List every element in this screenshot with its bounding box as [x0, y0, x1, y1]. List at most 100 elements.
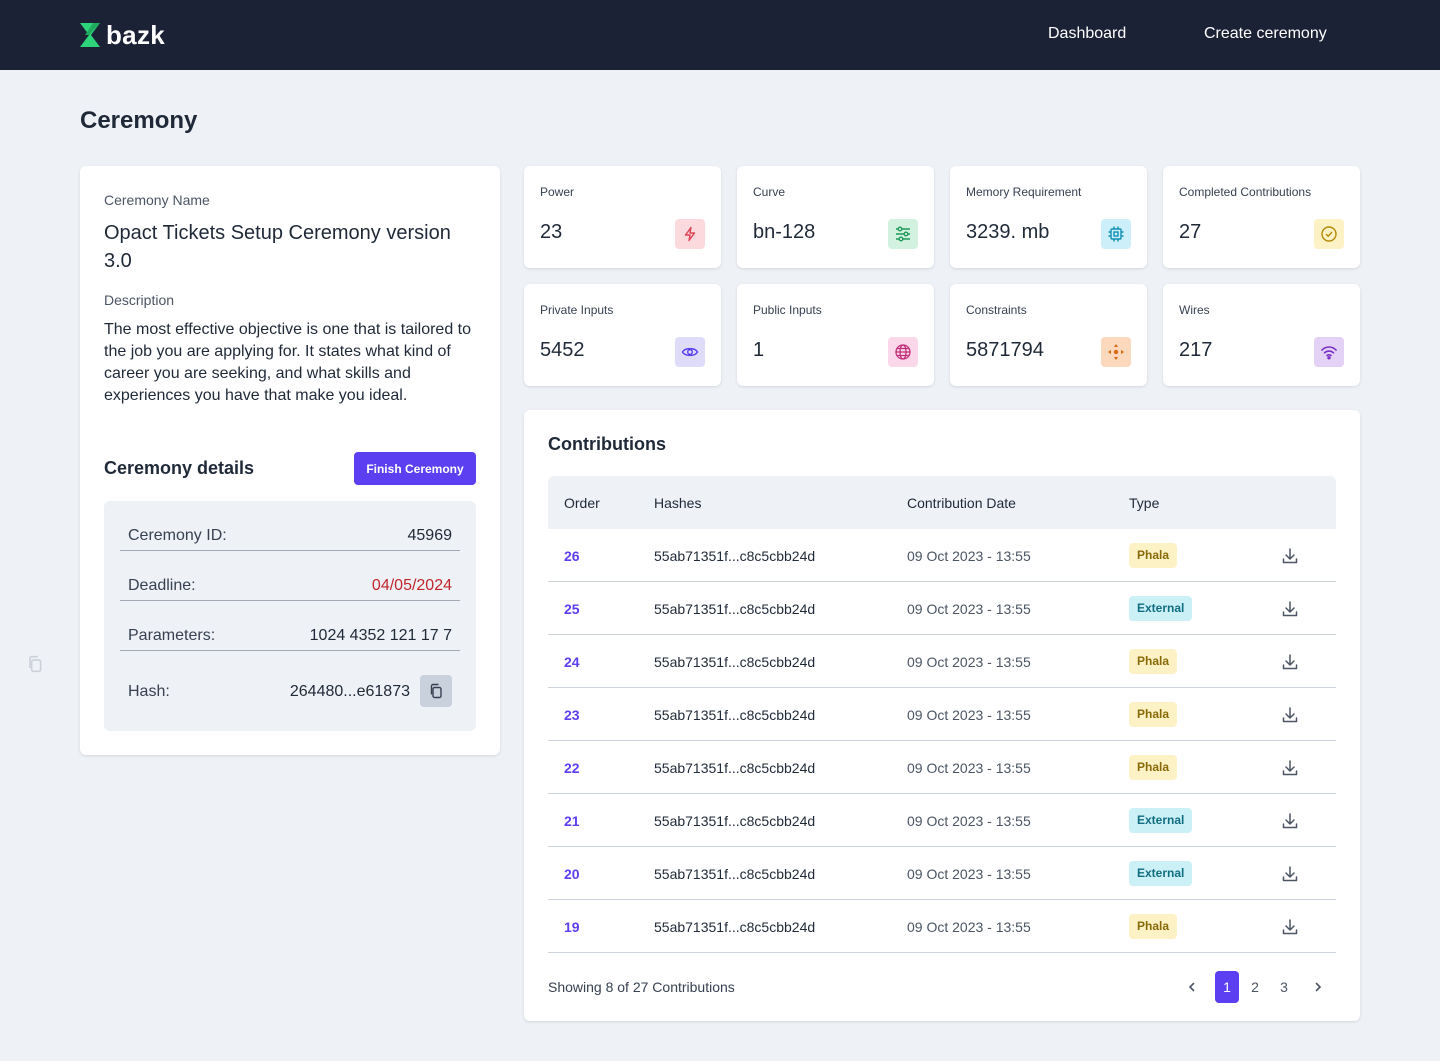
download-icon[interactable]: [1280, 917, 1300, 937]
stat-label: Wires: [1179, 303, 1210, 317]
type-badge: External: [1129, 596, 1193, 621]
stat-value: 5452: [540, 339, 585, 361]
download-icon[interactable]: [1280, 546, 1300, 566]
pagination-page-3[interactable]: 3: [1280, 979, 1288, 995]
stat-card-completed-contributions: Completed Contributions 27: [1163, 166, 1360, 268]
download-icon[interactable]: [1280, 811, 1300, 831]
contribution-order-link[interactable]: 25: [564, 601, 580, 617]
stat-value: 5871794: [966, 339, 1044, 361]
description-label: Description: [104, 292, 175, 308]
contribution-order-link[interactable]: 21: [564, 813, 580, 829]
download-icon[interactable]: [1280, 758, 1300, 778]
pagination-prev-button[interactable]: [1180, 971, 1204, 1003]
contribution-date: 09 Oct 2023 - 13:55: [907, 654, 1031, 670]
move-icon: [1101, 337, 1131, 367]
column-header-order: Order: [564, 495, 600, 511]
stat-label: Private Inputs: [540, 303, 614, 317]
chevron-right-icon: [1315, 982, 1322, 992]
stat-card-memory: Memory Requirement 3239. mb: [950, 166, 1147, 268]
globe-icon: [888, 337, 918, 367]
contribution-order-link[interactable]: 23: [564, 707, 580, 723]
ceremony-id-row: Ceremony ID: 45969: [120, 501, 460, 551]
type-badge: Phala: [1129, 755, 1178, 780]
contribution-date: 09 Oct 2023 - 13:55: [907, 601, 1031, 617]
ceremony-id-label: Ceremony ID:: [128, 527, 227, 544]
contribution-date: 09 Oct 2023 - 13:55: [907, 760, 1031, 776]
pagination-page-1[interactable]: 1: [1215, 971, 1239, 1003]
table-row: 22 55ab71351f...c8c5cbb24d 09 Oct 2023 -…: [548, 741, 1336, 794]
ceremony-info-card: Ceremony Name Opact Tickets Setup Ceremo…: [80, 166, 500, 755]
contribution-order-link[interactable]: 24: [564, 654, 580, 670]
type-badge: Phala: [1129, 649, 1178, 674]
stat-label: Curve: [753, 185, 786, 199]
pagination-next-button[interactable]: [1306, 971, 1330, 1003]
stat-label: Memory Requirement: [966, 185, 1082, 199]
contribution-date: 09 Oct 2023 - 13:55: [907, 813, 1031, 829]
stat-value: 27: [1179, 221, 1202, 243]
contribution-hash: 55ab71351f...c8c5cbb24d: [654, 548, 816, 564]
contribution-order-link[interactable]: 22: [564, 760, 580, 776]
deadline-label: Deadline:: [128, 577, 196, 594]
stat-card-constraints: Constraints 5871794: [950, 284, 1147, 386]
copy-hash-button[interactable]: [420, 675, 452, 707]
ceremony-details-title: Ceremony details: [104, 458, 255, 478]
brand-logo[interactable]: bazk: [80, 20, 165, 50]
stat-card-public-inputs: Public Inputs 1: [737, 284, 934, 386]
hash-value: 264480...e61873: [289, 683, 410, 700]
parameters-row: Parameters: 1024 4352 121 17 7: [120, 601, 460, 651]
type-badge: External: [1129, 861, 1193, 886]
hash-row: Hash: 264480...e61873: [120, 651, 460, 731]
description-text: The most effective objective is one that…: [104, 321, 472, 404]
bazk-logo-icon: [80, 23, 100, 47]
contribution-date: 09 Oct 2023 - 13:55: [907, 866, 1031, 882]
download-icon[interactable]: [1280, 652, 1300, 672]
table-row: 23 55ab71351f...c8c5cbb24d 09 Oct 2023 -…: [548, 688, 1336, 741]
contribution-date: 09 Oct 2023 - 13:55: [907, 707, 1031, 723]
deadline-value: 04/05/2024: [371, 577, 452, 594]
parameters-label: Parameters:: [128, 627, 216, 644]
stat-value: 217: [1179, 339, 1213, 361]
contribution-hash: 55ab71351f...c8c5cbb24d: [654, 760, 816, 776]
stat-value: 23: [540, 221, 563, 243]
table-row: 20 55ab71351f...c8c5cbb24d 09 Oct 2023 -…: [548, 847, 1336, 900]
eye-icon: [675, 337, 705, 367]
ceremony-id-value: 45969: [407, 527, 453, 544]
download-icon[interactable]: [1280, 599, 1300, 619]
contribution-order-link[interactable]: 19: [564, 919, 580, 935]
nav-create-ceremony-link[interactable]: Create ceremony: [1204, 25, 1327, 42]
type-badge: Phala: [1129, 914, 1178, 939]
deadline-row: Deadline: 04/05/2024: [120, 551, 460, 601]
page-title: Ceremony: [80, 107, 198, 134]
download-icon[interactable]: [1280, 705, 1300, 725]
contribution-date: 09 Oct 2023 - 13:55: [907, 548, 1031, 564]
contribution-hash: 55ab71351f...c8c5cbb24d: [654, 919, 816, 935]
sliders-icon: [888, 219, 918, 249]
contribution-hash: 55ab71351f...c8c5cbb24d: [654, 601, 816, 617]
top-navbar: bazk Dashboard Create ceremony: [0, 0, 1440, 70]
contribution-hash: 55ab71351f...c8c5cbb24d: [654, 866, 816, 882]
chevron-left-icon: [1188, 982, 1195, 992]
column-header-hashes: Hashes: [654, 495, 702, 511]
contribution-order-link[interactable]: 26: [564, 548, 580, 564]
finish-ceremony-button[interactable]: Finish Ceremony: [354, 452, 476, 485]
copy-icon: [430, 683, 442, 699]
table-row: 26 55ab71351f...c8c5cbb24d 09 Oct 2023 -…: [548, 529, 1336, 582]
stat-value: 1: [753, 339, 765, 361]
chip-icon: [1101, 219, 1131, 249]
download-icon[interactable]: [1280, 864, 1300, 884]
stat-value: 3239. mb: [966, 221, 1050, 243]
ceremony-details-box: Ceremony ID: 45969 Deadline: 04/05/2024 …: [104, 501, 476, 731]
pagination-page-2[interactable]: 2: [1251, 979, 1259, 995]
contribution-order-link[interactable]: 20: [564, 866, 580, 882]
contributions-title: Contributions: [548, 434, 666, 454]
contributions-table-header: Order Hashes Contribution Date Type: [548, 476, 1336, 529]
stat-value: bn-128: [753, 221, 816, 243]
stat-card-curve: Curve bn-128: [737, 166, 934, 268]
stat-label: Constraints: [966, 303, 1027, 317]
nav-dashboard-link[interactable]: Dashboard: [1048, 25, 1127, 42]
wifi-icon: [1314, 337, 1344, 367]
lightning-icon: [675, 219, 705, 249]
stat-label: Completed Contributions: [1179, 185, 1312, 199]
check-circle-icon: [1314, 219, 1344, 249]
column-header-type: Type: [1129, 495, 1160, 511]
